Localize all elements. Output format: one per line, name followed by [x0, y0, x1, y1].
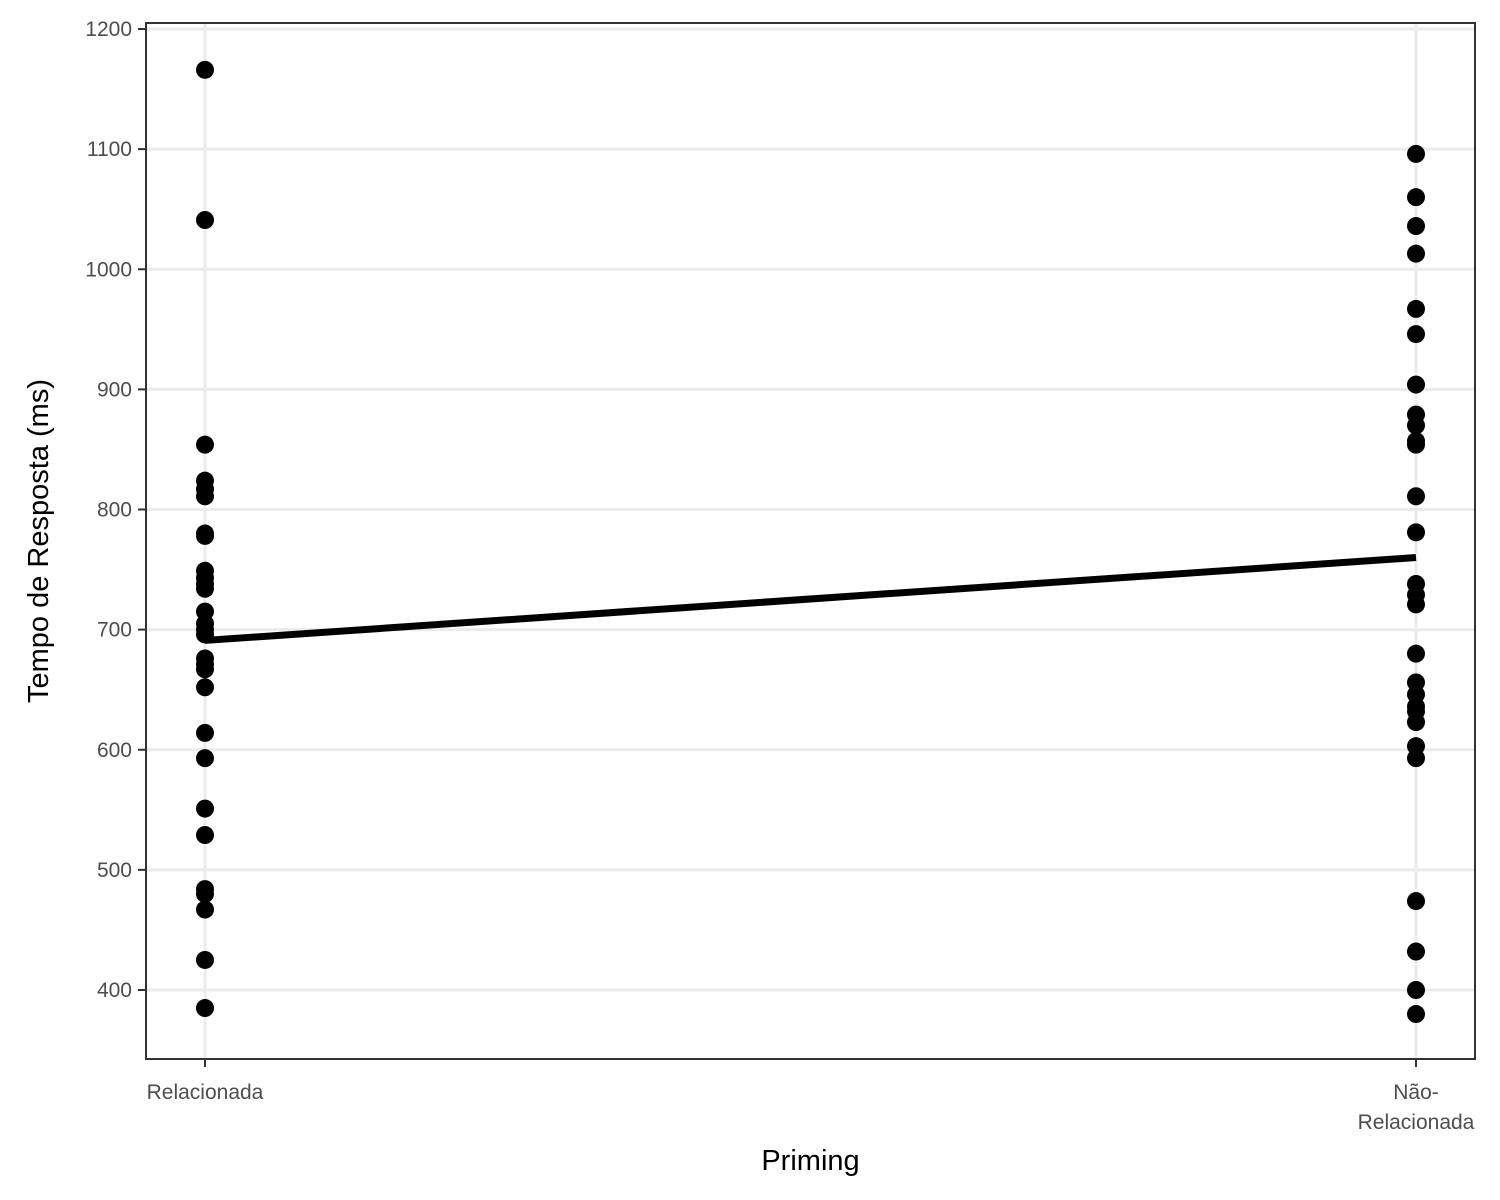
data-point — [196, 60, 214, 79]
data-point — [196, 210, 214, 229]
data-point — [196, 950, 214, 969]
data-points — [196, 60, 1425, 1024]
data-point — [1407, 188, 1425, 207]
y-tick-label: 1100 — [87, 138, 132, 161]
y-tick-label: 700 — [97, 619, 132, 642]
x-tick-label: Relacionada — [147, 1081, 264, 1104]
y-tick-label: 1000 — [85, 258, 132, 281]
y-tick-label: 500 — [97, 859, 132, 882]
data-point — [1407, 416, 1425, 435]
mean-line — [204, 554, 1417, 644]
data-point — [196, 884, 214, 903]
data-point — [1407, 713, 1425, 732]
y-tick-label: 600 — [97, 739, 132, 762]
data-point — [196, 660, 214, 679]
data-point — [1407, 144, 1425, 163]
data-point — [196, 799, 214, 818]
data-point — [196, 723, 214, 742]
data-point — [196, 579, 214, 598]
mean-line-layer — [204, 554, 1417, 644]
y-axis-title: Tempo de Resposta (ms) — [23, 379, 55, 703]
data-point — [1407, 749, 1425, 768]
y-tick-label: 900 — [97, 378, 132, 401]
x-axis-title: Priming — [761, 1145, 859, 1177]
data-point — [196, 900, 214, 919]
data-point — [1407, 892, 1425, 911]
data-point — [1407, 435, 1425, 454]
data-point — [1407, 487, 1425, 506]
panel-border — [145, 22, 1476, 1060]
data-point — [196, 999, 214, 1018]
data-point — [1407, 942, 1425, 961]
y-tick-label: 800 — [97, 499, 132, 522]
axis-ticks: 400 500 600 700 800 900 1000 1100 1200 Relacionad… — [85, 18, 1474, 1134]
data-point — [196, 749, 214, 768]
data-point — [1407, 1005, 1425, 1024]
data-point — [1407, 523, 1425, 542]
data-point — [1407, 981, 1425, 999]
data-point — [196, 487, 214, 506]
data-point — [1407, 595, 1425, 614]
data-point — [196, 435, 214, 454]
x-tick-label: Não-Relacionada — [1358, 1081, 1475, 1134]
data-point — [196, 625, 214, 644]
data-point — [196, 826, 214, 845]
data-point — [1407, 244, 1425, 263]
data-point — [1407, 299, 1425, 318]
y-tick-label: 400 — [97, 979, 132, 1002]
data-point — [1407, 217, 1425, 236]
data-point — [196, 678, 214, 697]
data-point — [1407, 325, 1425, 344]
data-point — [196, 526, 214, 545]
data-point — [1407, 375, 1425, 394]
y-tick-label: 1200 — [85, 18, 132, 41]
data-point — [1407, 644, 1425, 663]
